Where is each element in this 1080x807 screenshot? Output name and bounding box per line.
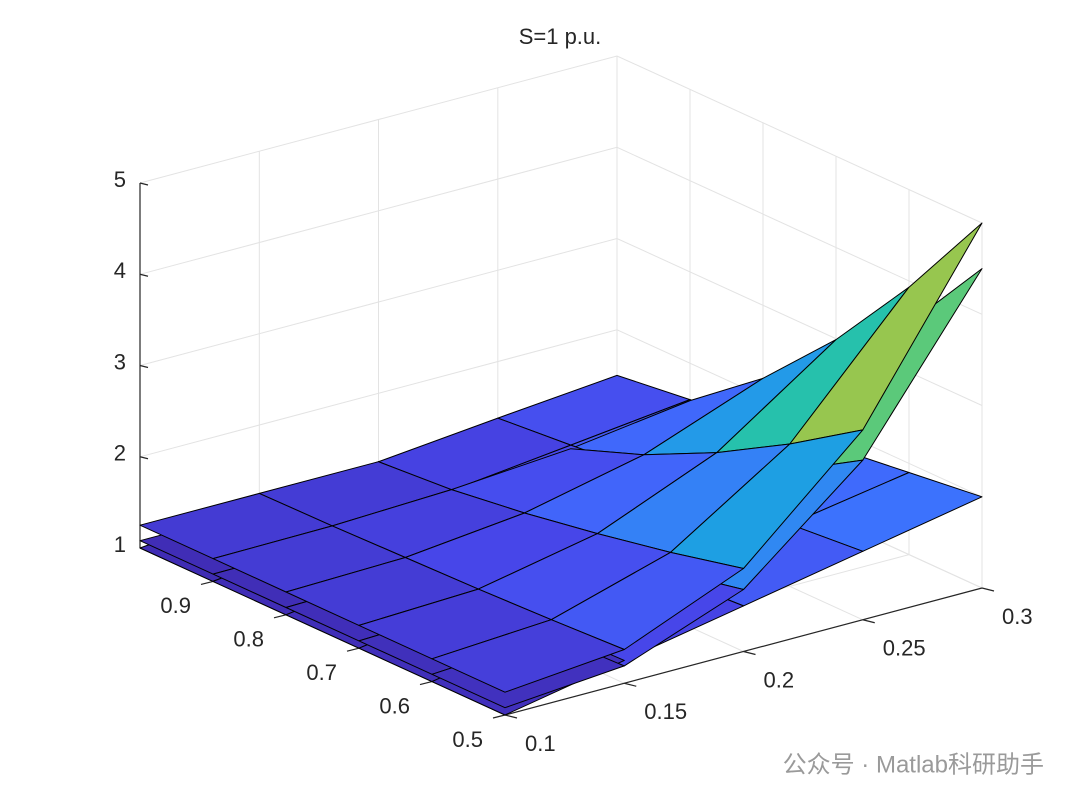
z-tick-label: 3 [114,349,126,374]
x-tick [981,587,995,592]
z-tick-label: 5 [114,167,126,192]
grid-line [139,146,983,315]
grid-line [139,55,983,224]
y-tick [273,614,287,619]
z-tick [139,273,149,277]
y-tick-label: 0.6 [379,693,410,718]
surface-face [431,619,625,693]
x-tick [624,682,637,687]
z-tick [139,364,149,369]
y-tick-label: 0.7 [306,660,337,685]
y-tick-label: 0.8 [233,627,264,652]
y-tick-label: 0.9 [160,593,191,618]
y-tick [419,681,433,686]
x-tick [862,619,875,624]
y-tick [200,580,214,585]
y-tick [346,647,360,652]
x-tick-label: 0.1 [525,731,556,756]
z-tick-label: 4 [114,258,126,283]
x-tick-label: 0.2 [764,667,795,692]
z-tick [139,456,149,460]
y-tick-label: 0.5 [452,727,483,752]
z-tick-label: 1 [114,532,126,557]
z-tick [139,182,149,186]
x-tick [504,714,518,719]
x-tick-label: 0.25 [883,636,926,661]
y-tick [492,714,506,719]
z-tick-label: 2 [114,441,126,466]
x-tick-label: 0.3 [1002,604,1033,629]
x-tick-label: 0.15 [644,699,687,724]
watermark: 公众号 · Matlab科研助手 [783,751,1044,778]
x-tick [743,650,756,656]
chart-title: S=1 p.u. [519,24,602,49]
